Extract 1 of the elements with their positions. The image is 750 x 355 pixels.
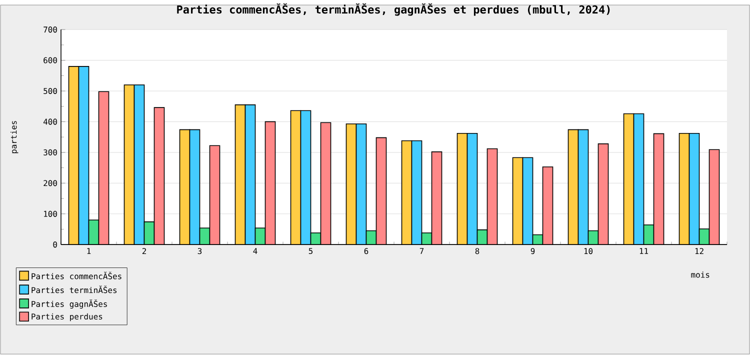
chart-title: Parties commencĂŠes, terminĂŠes, gagnĂŠes et perdues (mbull, 2024) xyxy=(177,4,610,16)
